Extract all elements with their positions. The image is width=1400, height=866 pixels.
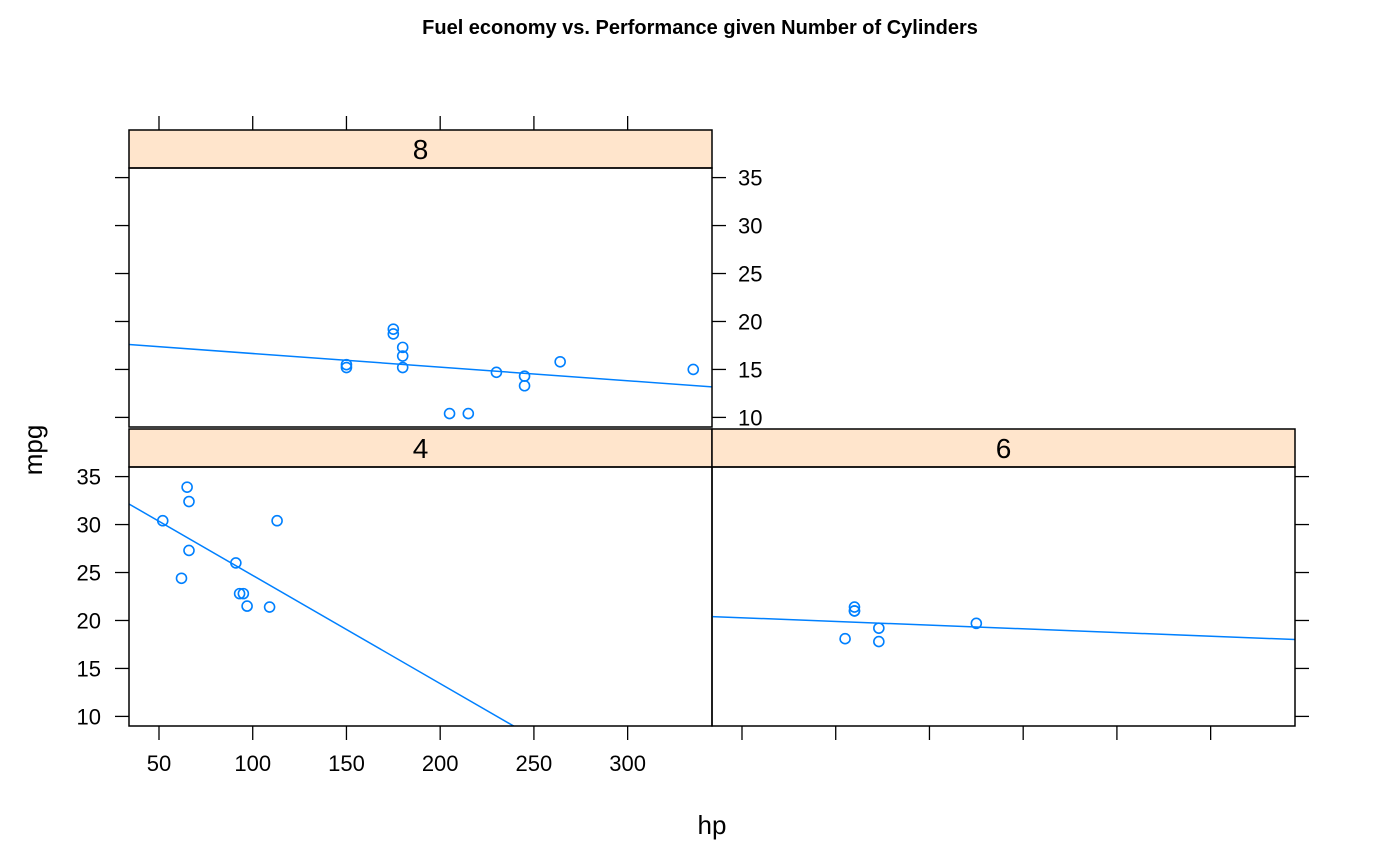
y-tick-label: 10 — [738, 405, 762, 430]
data-point — [490, 366, 503, 379]
panel-frame — [711, 466, 1296, 727]
regression-line — [712, 615, 1295, 641]
strip-background — [128, 129, 713, 169]
y-tick-label: 25 — [738, 262, 762, 287]
strip-label: 6 — [996, 433, 1012, 464]
y-tick-label: 30 — [77, 513, 101, 538]
x-tick-label: 250 — [516, 751, 553, 776]
x-tick-label: 300 — [609, 751, 646, 776]
data-point — [387, 323, 400, 335]
panel-6: 6 — [711, 428, 1309, 740]
data-point — [970, 617, 983, 630]
data-point — [271, 514, 283, 527]
data-point — [181, 481, 193, 493]
panel-frame — [128, 466, 713, 727]
data-point — [848, 605, 861, 617]
data-point — [873, 635, 885, 648]
data-point — [848, 601, 861, 613]
strip-label: 4 — [413, 433, 429, 464]
x-axis-label: hp — [698, 810, 727, 840]
data-point — [396, 341, 409, 354]
data-point — [396, 361, 409, 374]
data-point — [237, 587, 250, 600]
panels: 8 10 15 20 25 30 35 4 50 100 150 200 250 300 10 15 20 25 3… — [77, 116, 1309, 776]
x-tick-label: 50 — [147, 751, 171, 776]
data-point — [263, 601, 276, 613]
data-point — [230, 557, 242, 569]
data-point — [873, 622, 885, 634]
y-tick-label: 25 — [77, 561, 101, 586]
y-axis-label: mpg — [18, 425, 48, 476]
y-tick-label: 15 — [738, 357, 762, 382]
data-point — [340, 361, 353, 374]
data-point — [396, 350, 409, 362]
data-point — [839, 632, 851, 645]
regression-line — [129, 343, 712, 388]
y-tick-label: 20 — [738, 309, 762, 334]
data-point — [241, 600, 253, 612]
data-point — [443, 407, 456, 420]
y-tick-label: 35 — [77, 465, 101, 490]
y-tick-label: 30 — [738, 214, 762, 239]
data-point — [156, 514, 169, 527]
y-tick-label: 20 — [77, 608, 101, 633]
data-point — [183, 495, 195, 508]
strip-label: 8 — [413, 134, 429, 165]
panel-8: 8 10 15 20 25 30 35 — [115, 116, 762, 430]
data-point — [175, 572, 188, 585]
y-tick-label: 10 — [77, 704, 101, 729]
x-tick-label: 150 — [328, 751, 365, 776]
panel-4: 4 50 100 150 200 250 300 10 15 20 25 30 35 — [77, 428, 713, 776]
y-tick-label: 35 — [738, 166, 762, 191]
data-point — [554, 355, 566, 368]
data-point — [687, 363, 700, 376]
data-point — [387, 328, 400, 340]
chart-title: Fuel economy vs. Performance given Numbe… — [422, 17, 978, 39]
x-tick-label: 100 — [234, 751, 271, 776]
data-point — [462, 407, 475, 420]
data-point — [183, 544, 195, 557]
strip-background — [711, 428, 1296, 468]
data-point — [518, 379, 531, 392]
x-tick-label: 200 — [422, 751, 459, 776]
data-point — [233, 587, 246, 600]
regression-line — [129, 503, 516, 726]
y-tick-label: 15 — [77, 656, 101, 681]
panel-frame — [128, 167, 713, 428]
